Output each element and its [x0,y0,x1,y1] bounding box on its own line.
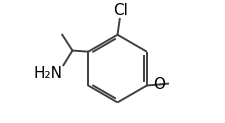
Text: O: O [153,77,164,92]
Text: H₂N: H₂N [33,66,62,81]
Text: Cl: Cl [112,3,127,18]
